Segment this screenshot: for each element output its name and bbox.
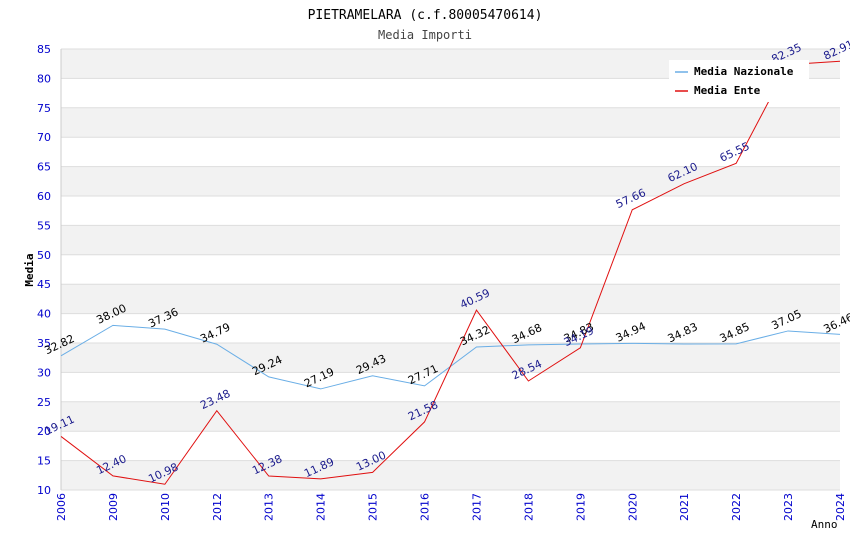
chart-title: PIETRAMELARA (c.f.80005470614): [308, 8, 543, 23]
y-tick-label: 50: [37, 249, 51, 262]
x-tick-label: 2020: [626, 493, 639, 521]
data-label: 34.68: [510, 321, 544, 346]
x-tick-label: 2021: [678, 493, 691, 521]
legend-label-media-nazionale: Media Nazionale: [694, 65, 794, 78]
x-tick-label: 2006: [55, 493, 68, 521]
grid-band: [61, 284, 840, 314]
grid-band: [61, 460, 840, 490]
x-tick-label: 2013: [263, 493, 276, 521]
x-tick-label: 2019: [574, 493, 587, 521]
data-label: 34.79: [198, 321, 232, 346]
x-axis-ticks: 2006 2009 2010 2012 2013 2014 2015 2016 2017 2018…: [55, 493, 847, 521]
data-label: 65.55: [718, 140, 752, 165]
x-tick-label: 2016: [419, 493, 432, 521]
y-tick-label: 45: [37, 278, 51, 291]
data-label: 34.94: [614, 320, 648, 345]
x-axis-label: Anno: [811, 518, 838, 531]
grid-band: [61, 401, 840, 432]
data-label: 36.46: [821, 311, 850, 336]
grid-band: [61, 343, 840, 373]
y-tick-label: 30: [37, 366, 51, 379]
x-tick-label: 2009: [107, 493, 120, 521]
y-tick-label: 20: [37, 425, 51, 438]
y-tick-label: 40: [37, 308, 51, 321]
series-line-media-ente: [60, 60, 841, 485]
x-tick-label: 2018: [522, 493, 535, 521]
series-lines: [60, 60, 841, 485]
x-tick-label: 2023: [782, 493, 795, 521]
y-tick-label: 75: [37, 102, 51, 115]
y-tick-label: 60: [37, 190, 51, 203]
grid-bands: [61, 49, 840, 490]
y-tick-label: 35: [37, 337, 51, 350]
grid-band: [61, 225, 840, 255]
y-tick-label: 25: [37, 396, 51, 409]
y-tick-label: 55: [37, 219, 51, 232]
y-tick-label: 70: [37, 131, 51, 144]
x-tick-label: 2012: [211, 493, 224, 521]
x-tick-label: 2017: [470, 493, 483, 521]
legend: Media Nazionale Media Ente: [669, 60, 809, 102]
x-tick-label: 2014: [315, 493, 328, 521]
x-tick-label: 2015: [367, 493, 380, 521]
x-tick-label: 2024: [834, 493, 847, 521]
y-tick-label: 10: [37, 484, 51, 497]
y-tick-label: 80: [37, 72, 51, 85]
x-tick-label: 2022: [730, 493, 743, 521]
legend-label-media-ente: Media Ente: [694, 84, 761, 97]
chart-subtitle: Media Importi: [378, 28, 472, 42]
data-label: 19.11: [42, 413, 76, 438]
grid-band: [61, 107, 840, 138]
x-tick-label: 2010: [159, 493, 172, 521]
legend-box: [669, 60, 809, 102]
y-tick-label: 85: [37, 43, 51, 56]
y-axis-label: Media: [23, 253, 36, 286]
y-tick-label: 15: [37, 455, 51, 468]
data-label: 34.83: [666, 320, 700, 345]
grid-lines: [60, 48, 840, 491]
y-tick-label: 65: [37, 161, 51, 174]
y-axis-ticks: 10 15 20 25 30 35 40 45 50 55 60 65 70 75 80 85: [37, 43, 51, 497]
grid-band: [61, 166, 840, 196]
